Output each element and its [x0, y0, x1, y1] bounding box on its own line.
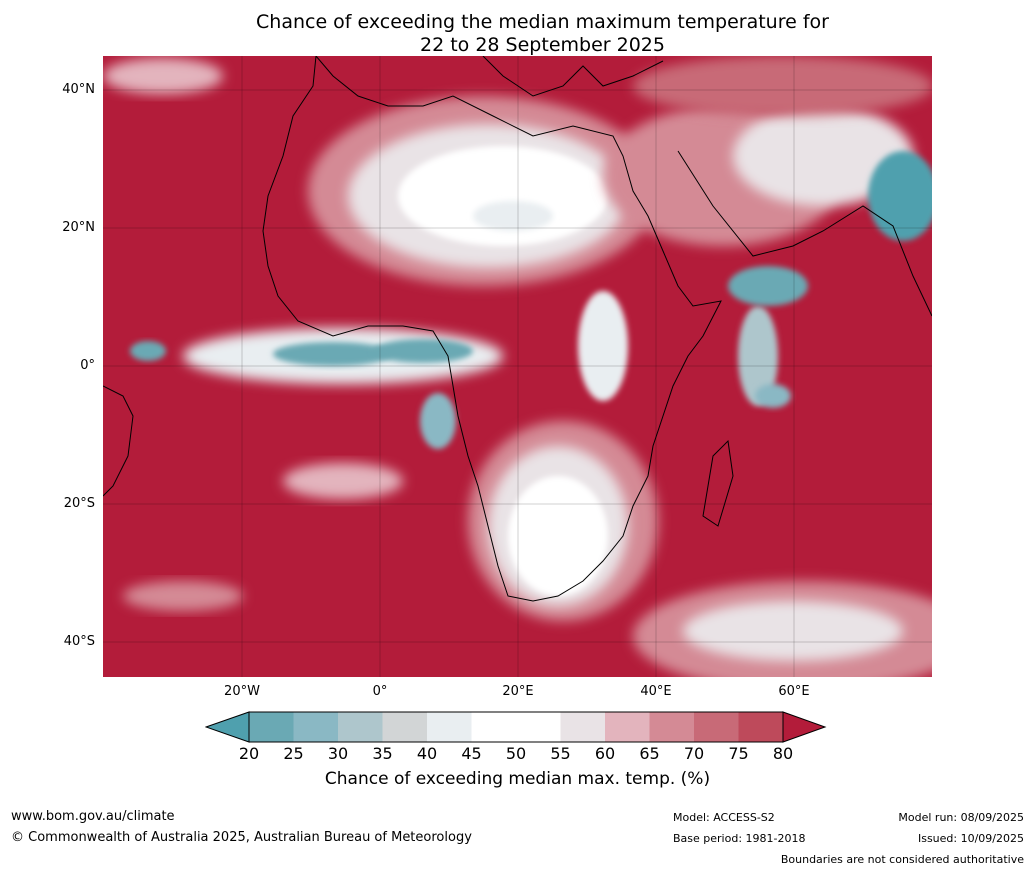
- footer-model: Model: ACCESS-S2: [673, 811, 775, 824]
- lat-label-20n: 20°N: [62, 220, 95, 235]
- coastlines: [103, 56, 932, 602]
- colorbar-segment: [738, 712, 783, 742]
- lon-label-0: 0°: [372, 684, 388, 699]
- colorbar-tick-label: 40: [416, 744, 438, 763]
- colorbar-tick-label: 50: [505, 744, 527, 763]
- colorbar-tick-label: 20: [238, 744, 260, 763]
- footer-base-period: Base period: 1981-2018: [673, 832, 806, 845]
- colorbar-tick-label: 30: [327, 744, 349, 763]
- madagascar-coastline: [702, 439, 734, 527]
- lat-label-40n: 40°N: [62, 82, 95, 97]
- footer-disclaimer: Boundaries are not considered authoritat…: [780, 853, 1024, 866]
- colorbar-extend-low: [205, 711, 250, 743]
- colorbar-tick-label: 65: [639, 744, 660, 763]
- chart-title-line-2: 22 to 28 September 2025: [420, 34, 665, 56]
- mediterranean-coastline: [482, 56, 664, 97]
- chart-title-line-1: Chance of exceeding the median maximum t…: [256, 11, 829, 33]
- field-equatorial-blue-3: [130, 341, 166, 361]
- colorbar-extend-high: [782, 711, 827, 743]
- field-atlantic-streak: [283, 463, 403, 499]
- colorbar-label: Chance of exceeding median max. temp. (%…: [324, 769, 711, 789]
- lat-label-20s: 20°S: [63, 496, 95, 511]
- colorbar-segment: [427, 712, 472, 742]
- colorbar: [205, 711, 827, 743]
- field-north-band: [633, 56, 932, 116]
- colorbar-tick-label: 35: [372, 744, 393, 763]
- field-sahara-core: [398, 146, 608, 246]
- footer-website[interactable]: www.bom.gov.au/climate: [11, 809, 175, 824]
- colorbar-segment: [560, 712, 605, 742]
- field-south-core: [508, 476, 608, 596]
- field-iran: [733, 106, 913, 206]
- lon-label-20e: 20°E: [502, 684, 534, 699]
- colorbar-tick-label: 60: [594, 744, 616, 763]
- colorbar-segment: [471, 712, 516, 742]
- colorbar-tick-label: 25: [283, 744, 304, 763]
- field-east-africa: [578, 291, 628, 401]
- colorbar-segments: [205, 711, 827, 743]
- colorbar-segment: [293, 712, 338, 742]
- field-equatorial-blue-2: [373, 339, 473, 363]
- field-gulf-blue: [420, 393, 456, 449]
- field-atlantic-south: [123, 581, 243, 611]
- colorbar-tick-label: 70: [683, 744, 705, 763]
- footer-model-run: Model run: 08/09/2025: [898, 811, 1024, 824]
- field-indian-ocean-1: [738, 306, 778, 406]
- field-equatorial-blue-1: [273, 342, 393, 366]
- lon-label-40e: 40°E: [640, 684, 672, 699]
- colorbar-tick-label: 45: [461, 744, 482, 763]
- forecast-map[interactable]: [103, 56, 932, 677]
- colorbar-segment: [249, 712, 294, 742]
- field-sahara-cool: [473, 201, 553, 231]
- map-canvas: [103, 56, 932, 677]
- lat-label-40s: 40°S: [63, 634, 95, 649]
- field-northwest: [103, 58, 223, 94]
- colorbar-segment: [649, 712, 694, 742]
- arabia-india-coastline: [677, 150, 932, 317]
- lon-label-60e: 60°E: [778, 684, 810, 699]
- colorbar-segment: [338, 712, 383, 742]
- probability-field: [103, 56, 932, 677]
- footer-issued: Issued: 10/09/2025: [917, 832, 1024, 845]
- field-arabian-sea: [728, 266, 808, 306]
- south-america-coastline: [103, 385, 134, 497]
- field-indian-ocean-2: [755, 384, 791, 408]
- lon-label-20w: 20°W: [224, 684, 260, 699]
- footer-copyright: © Commonwealth of Australia 2025, Austra…: [11, 830, 472, 845]
- lat-label-equator: 0°: [80, 358, 95, 373]
- colorbar-tick-label: 75: [728, 744, 749, 763]
- colorbar-segment: [382, 712, 427, 742]
- africa-coastline: [262, 56, 722, 602]
- field-india-blue: [868, 151, 932, 241]
- graticule: [103, 56, 932, 677]
- colorbar-segment: [605, 712, 650, 742]
- colorbar-outline: [248, 711, 784, 743]
- colorbar-segment: [516, 712, 561, 742]
- colorbar-segment: [694, 712, 739, 742]
- colorbar-tick-label: 55: [550, 744, 571, 763]
- field-southern-ocean-pale: [683, 601, 903, 661]
- colorbar-tick-label: 80: [772, 744, 794, 763]
